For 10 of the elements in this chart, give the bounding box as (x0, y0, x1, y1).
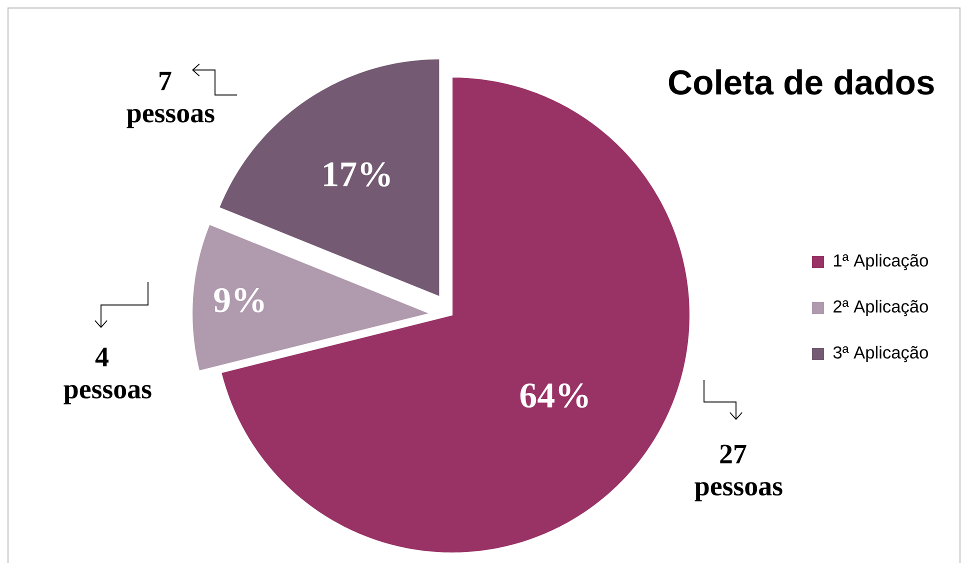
text: 27 pessoas (694, 444, 782, 502)
data-label: 64% (520, 383, 588, 408)
legend-label: 1ª Aplicação (834, 254, 928, 270)
legend-label: 3ª Aplicação (833, 346, 928, 362)
data-label: 9% (214, 288, 264, 312)
chart-title: Coleta de dados (668, 69, 934, 95)
legend-label: 2ª Aplicação (834, 300, 928, 316)
data-label: 17% (324, 162, 390, 186)
text: 7 pessoas (126, 72, 214, 128)
text: 4 pessoas (64, 348, 152, 404)
